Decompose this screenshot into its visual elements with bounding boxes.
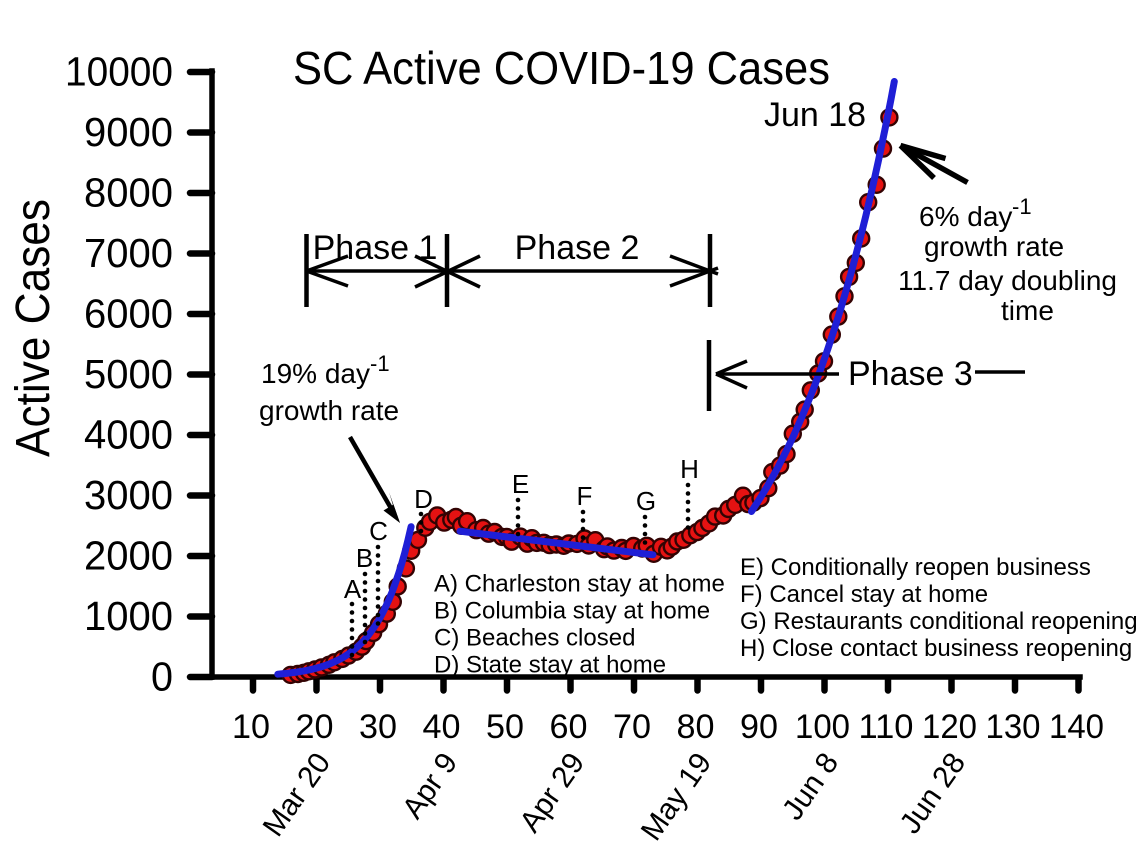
svg-text:8000: 8000 xyxy=(84,170,173,216)
svg-text:70: 70 xyxy=(613,708,651,746)
svg-text:6% day: 6% day xyxy=(919,201,1012,232)
svg-text:growth rate: growth rate xyxy=(924,231,1064,262)
svg-text:Phase 2: Phase 2 xyxy=(515,229,640,267)
svg-text:E) Conditionally reopen busine: E) Conditionally reopen business xyxy=(740,554,1091,581)
svg-text:A) Charleston stay at home: A) Charleston stay at home xyxy=(434,571,725,598)
svg-text:time: time xyxy=(1001,295,1054,326)
svg-text:-1: -1 xyxy=(1012,194,1032,219)
svg-text:4000: 4000 xyxy=(84,412,173,458)
svg-text:110: 110 xyxy=(859,708,914,746)
svg-text:7000: 7000 xyxy=(84,230,173,276)
svg-text:Phase 3: Phase 3 xyxy=(848,355,973,393)
svg-text:10: 10 xyxy=(232,708,270,746)
svg-text:A: A xyxy=(344,574,362,604)
svg-text:30: 30 xyxy=(359,708,397,746)
svg-text:Phase 1: Phase 1 xyxy=(313,229,438,267)
svg-text:D) State stay at home: D) State stay at home xyxy=(434,652,666,679)
svg-text:G: G xyxy=(636,486,656,516)
svg-text:2000: 2000 xyxy=(84,533,173,579)
svg-text:1000: 1000 xyxy=(84,593,173,639)
svg-text:100: 100 xyxy=(795,708,850,746)
svg-text:SC Active COVID-19 Cases: SC Active COVID-19 Cases xyxy=(293,42,830,94)
svg-text:140: 140 xyxy=(1049,708,1104,746)
svg-text:50: 50 xyxy=(486,708,524,746)
svg-text:120: 120 xyxy=(922,708,977,746)
svg-text:130: 130 xyxy=(986,708,1041,746)
svg-text:40: 40 xyxy=(423,708,461,746)
svg-text:90: 90 xyxy=(740,708,778,746)
svg-text:80: 80 xyxy=(677,708,715,746)
svg-text:5000: 5000 xyxy=(84,351,173,397)
svg-text:Jun 18: Jun 18 xyxy=(764,96,866,134)
svg-text:E: E xyxy=(512,469,529,499)
svg-text:Active Cases: Active Cases xyxy=(7,199,60,457)
svg-text:H: H xyxy=(680,454,699,484)
svg-text:F: F xyxy=(577,481,593,511)
svg-text:H) Close contact business reop: H) Close contact business reopening xyxy=(740,635,1132,662)
svg-text:11.7 day doubling: 11.7 day doubling xyxy=(898,265,1117,296)
svg-text:9000: 9000 xyxy=(84,109,173,155)
svg-text:D: D xyxy=(414,484,433,514)
svg-text:C: C xyxy=(369,516,388,546)
svg-text:B: B xyxy=(356,543,373,573)
svg-text:0: 0 xyxy=(151,654,173,700)
svg-text:G) Restaurants conditional reo: G) Restaurants conditional reopening xyxy=(740,608,1138,635)
svg-text:B) Columbia stay at home: B) Columbia stay at home xyxy=(434,598,710,625)
svg-text:3000: 3000 xyxy=(84,472,173,518)
svg-text:60: 60 xyxy=(550,708,588,746)
svg-text:6000: 6000 xyxy=(84,291,173,337)
svg-text:20: 20 xyxy=(296,708,334,746)
svg-text:10000: 10000 xyxy=(65,49,173,95)
svg-text:C) Beaches closed: C) Beaches closed xyxy=(434,625,635,652)
svg-text:F) Cancel stay at home: F) Cancel stay at home xyxy=(740,581,988,608)
svg-text:growth rate: growth rate xyxy=(259,395,399,426)
svg-text:19% day: 19% day xyxy=(261,358,370,389)
svg-text:-1: -1 xyxy=(370,351,390,376)
